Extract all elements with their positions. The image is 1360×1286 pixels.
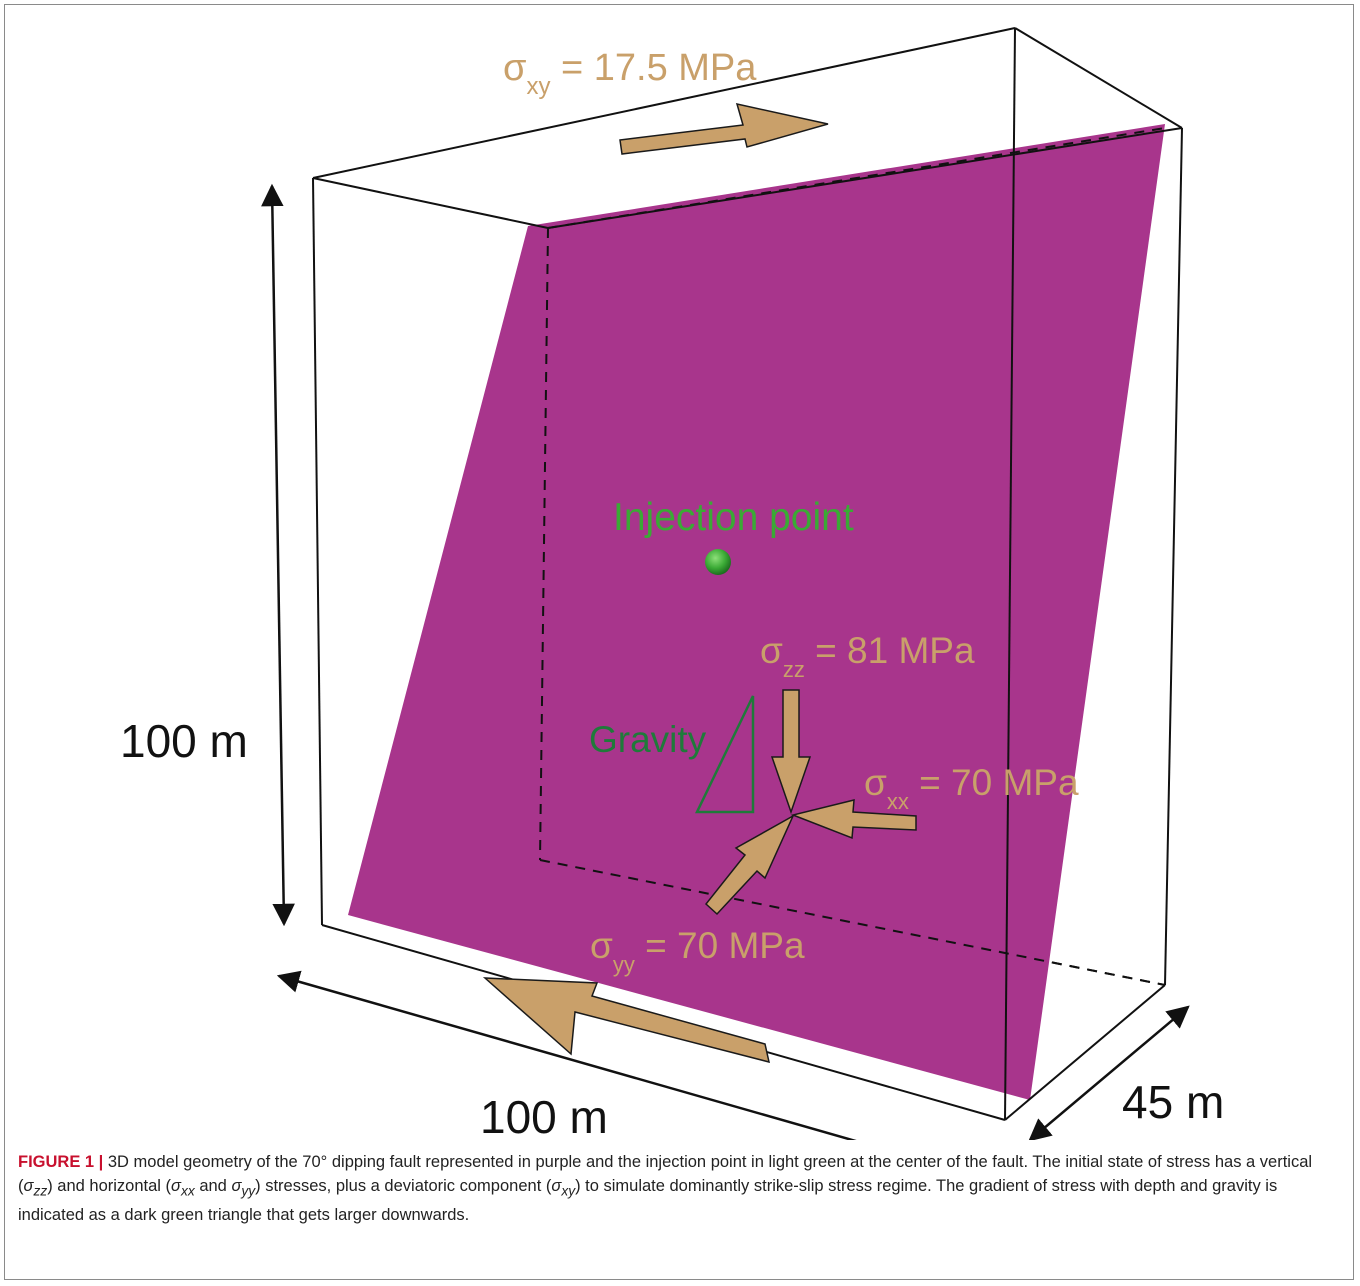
- injection-label: Injection point: [613, 496, 854, 539]
- back-top-edge: [547, 127, 1166, 229]
- front-right-vertical-edge: [1004, 27, 1016, 1121]
- length-arrow: [276, 970, 953, 1140]
- caption-text-1: 3D model geometry of the 70° dipping fau…: [18, 1153, 1313, 1195]
- back-bottom-edge-front: [539, 859, 1166, 986]
- top-left-edge: [312, 177, 549, 229]
- dimension-arrows: [261, 183, 1190, 1140]
- szz-label: σzz = 81 MPa: [760, 630, 975, 682]
- syy-label: σyy = 70 MPa: [590, 925, 805, 977]
- shear-arrow-top: [619, 102, 829, 155]
- figure-caption: FIGURE 1 | 3D model geometry of the 70° …: [18, 1150, 1338, 1227]
- caption-text-2: ) and horizontal (: [47, 1177, 172, 1195]
- back-right-vertical-edge: [1164, 127, 1183, 986]
- caption-sub-yy: yy: [241, 1183, 256, 1199]
- szz-arrow: [770, 689, 812, 815]
- caption-sub-xx: xx: [180, 1183, 195, 1199]
- width-label: 45 m: [1122, 1076, 1224, 1128]
- caption-symbol-zz: σ: [23, 1177, 34, 1195]
- caption-text-4: ) stresses, plus a deviatoric component …: [255, 1177, 552, 1195]
- gravity-label: Gravity: [589, 719, 707, 760]
- model-diagram: σxy = 17.5 MPa Injection point σzz = 81 …: [120, 27, 1224, 1140]
- caption-text-5: ) to simulate dominantly strike-slip str…: [18, 1177, 1278, 1225]
- sxy-label: σxy = 17.5 MPa: [503, 47, 757, 100]
- height-label: 100 m: [120, 715, 248, 767]
- width-arrow: [1028, 1005, 1190, 1140]
- caption-sub-zz: zz: [33, 1183, 48, 1199]
- gravity-triangle: [695, 695, 755, 814]
- figure-frame: [4, 4, 1354, 1280]
- hidden-edges-over-fault: [539, 127, 1166, 986]
- stress-arrows: [704, 689, 917, 916]
- caption-label: FIGURE 1 |: [18, 1153, 104, 1171]
- height-arrow: [261, 183, 295, 927]
- top-front-edge: [312, 27, 1016, 179]
- injection-point: [705, 549, 731, 575]
- caption-symbol-xx: σ: [171, 1177, 181, 1195]
- sxx-arrow: [790, 799, 917, 840]
- shear-arrow-bottom: [482, 977, 770, 1064]
- top-back-edge: [547, 127, 1183, 229]
- syy-arrow: [704, 814, 795, 916]
- left-vertical-edge: [312, 177, 323, 926]
- length-label: 100 m: [480, 1091, 608, 1140]
- caption-text-3: and: [194, 1177, 232, 1195]
- back-left-vertical-edge-front: [539, 227, 549, 861]
- caption-symbol-xy: σ: [551, 1177, 562, 1195]
- fault-plane: [348, 124, 1165, 1100]
- top-right-edge: [1014, 27, 1183, 129]
- caption-symbol-yy: σ: [231, 1177, 242, 1195]
- sxx-label: σxx = 70 MPa: [864, 762, 1079, 814]
- caption-sub-xy: xy: [561, 1183, 576, 1199]
